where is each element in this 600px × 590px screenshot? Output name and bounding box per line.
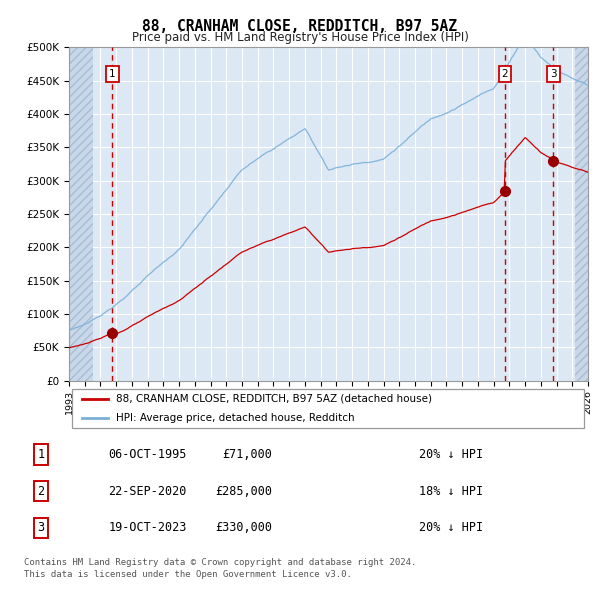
Bar xyxy=(69,47,92,381)
Bar xyxy=(575,47,588,381)
Text: 20% ↓ HPI: 20% ↓ HPI xyxy=(419,448,483,461)
Text: 22-SEP-2020: 22-SEP-2020 xyxy=(109,484,187,498)
Text: 88, CRANHAM CLOSE, REDDITCH, B97 5AZ: 88, CRANHAM CLOSE, REDDITCH, B97 5AZ xyxy=(143,19,458,34)
Text: 1: 1 xyxy=(109,69,116,79)
Text: 20% ↓ HPI: 20% ↓ HPI xyxy=(419,522,483,535)
Text: 19-OCT-2023: 19-OCT-2023 xyxy=(109,522,187,535)
Text: 18% ↓ HPI: 18% ↓ HPI xyxy=(419,484,483,498)
Text: Price paid vs. HM Land Registry's House Price Index (HPI): Price paid vs. HM Land Registry's House … xyxy=(131,31,469,44)
Text: £285,000: £285,000 xyxy=(215,484,272,498)
Text: 1: 1 xyxy=(37,448,44,461)
Text: 2: 2 xyxy=(37,484,44,498)
Text: Contains HM Land Registry data © Crown copyright and database right 2024.
This d: Contains HM Land Registry data © Crown c… xyxy=(24,558,416,579)
Text: 88, CRANHAM CLOSE, REDDITCH, B97 5AZ (detached house): 88, CRANHAM CLOSE, REDDITCH, B97 5AZ (de… xyxy=(116,394,432,404)
Text: 2: 2 xyxy=(502,69,508,79)
Text: 3: 3 xyxy=(550,69,557,79)
Text: £71,000: £71,000 xyxy=(222,448,272,461)
Text: 06-OCT-1995: 06-OCT-1995 xyxy=(109,448,187,461)
FancyBboxPatch shape xyxy=(71,389,584,428)
Text: 3: 3 xyxy=(37,522,44,535)
Text: HPI: Average price, detached house, Redditch: HPI: Average price, detached house, Redd… xyxy=(116,413,355,423)
Text: £330,000: £330,000 xyxy=(215,522,272,535)
